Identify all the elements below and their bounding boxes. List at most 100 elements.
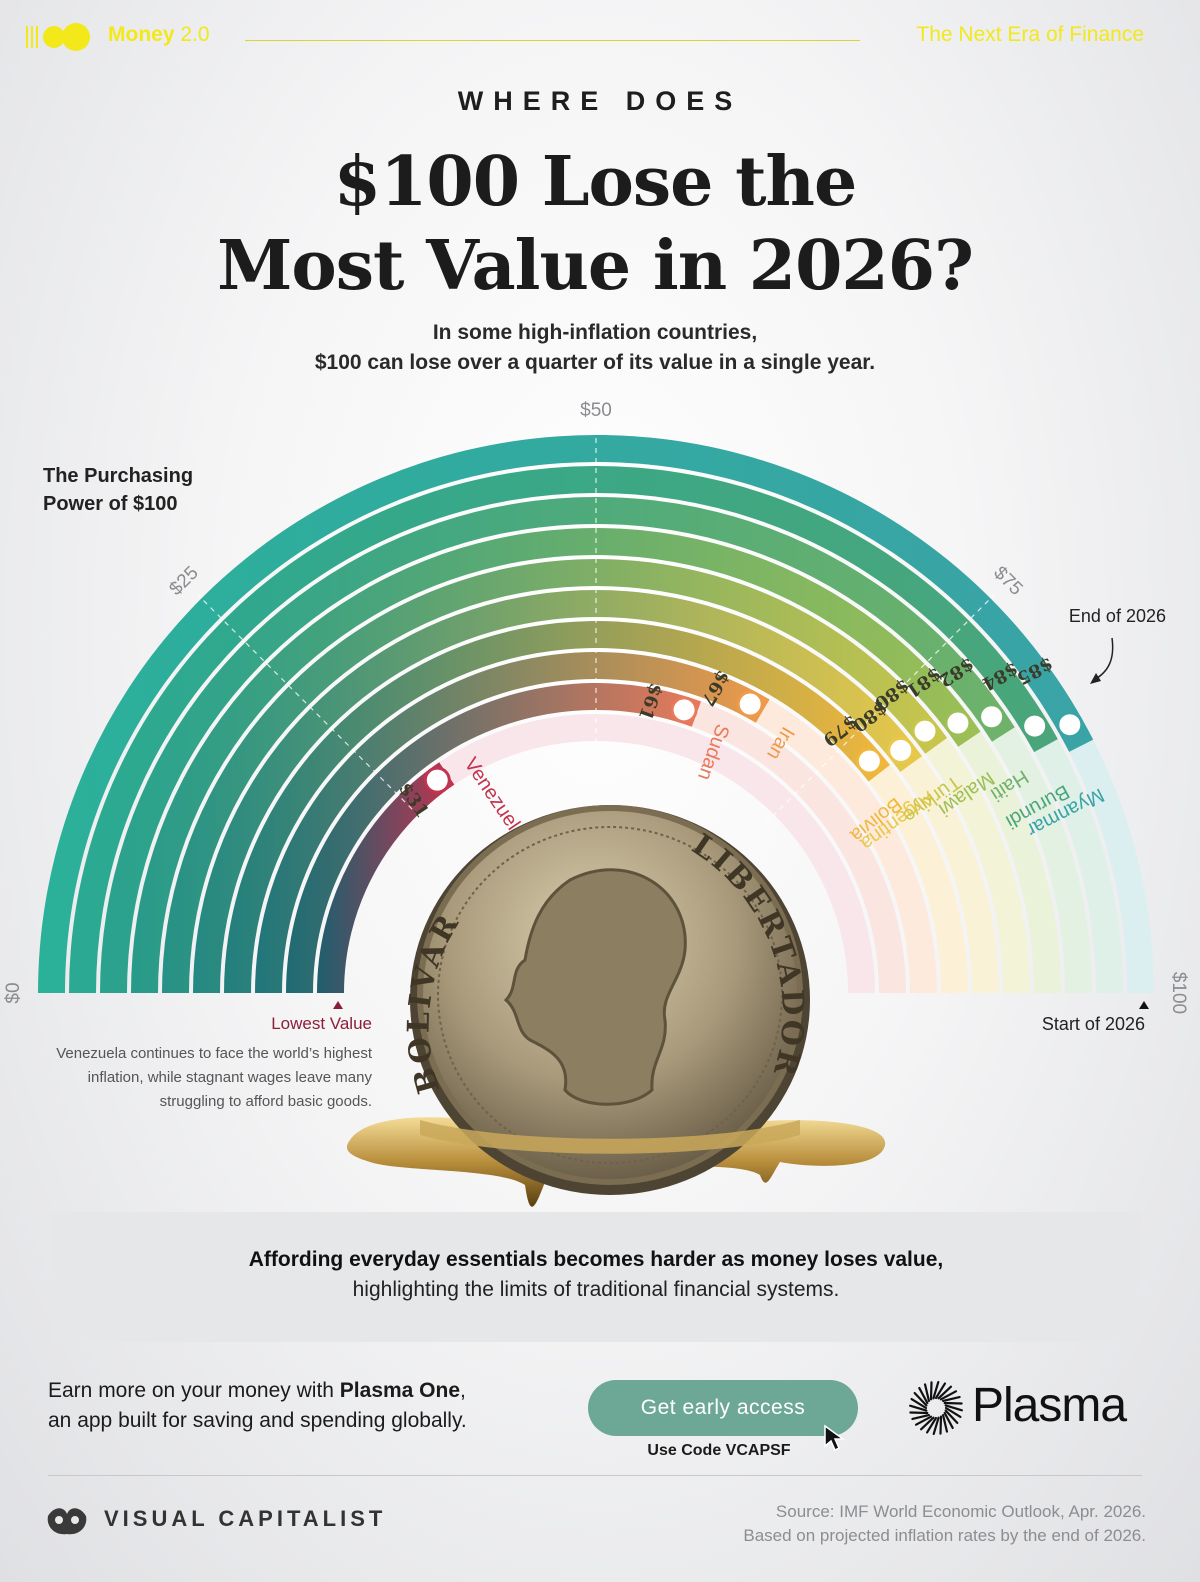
plasma-ray (934, 1382, 947, 1400)
ring-remainder-venezuela (439, 713, 875, 993)
end-of-2026-label: End of 2026 (1068, 606, 1166, 626)
plasma-ray (929, 1381, 933, 1401)
page-title: $100 Lose the Most Value in 2026? (0, 140, 1190, 308)
flag-haiti-icon (978, 703, 1006, 731)
brand-name: Money 2.0 (108, 23, 210, 47)
tick-label-25: $25 (165, 562, 202, 599)
plasma-ray (944, 1404, 963, 1412)
subtitle: In some high-inflation countries, $100 c… (0, 318, 1190, 378)
brand-version: 2.0 (180, 23, 210, 46)
ad-line-2: an app built for saving and spending glo… (48, 1409, 467, 1432)
cursor-icon (824, 1424, 846, 1452)
chart-axis-title: The Purchasing Power of $100 (43, 462, 223, 518)
plasma-ray (923, 1383, 931, 1403)
money-logo-icon (26, 23, 90, 51)
header-bar: Money 2.0 The Next Era of Finance (0, 0, 1200, 72)
plasma-ray (943, 1401, 963, 1405)
start-of-2026-label: Start of 2026 (1041, 1014, 1145, 1034)
end-arrowhead-icon (1090, 673, 1101, 684)
plasma-ray (914, 1415, 933, 1426)
ring-remainder-sudan (691, 701, 906, 993)
plasma-ray (943, 1411, 954, 1430)
plasma-ray (932, 1416, 940, 1435)
callout-line-2: highlighting the limits of traditional f… (352, 1278, 840, 1301)
ring-remainder-argentina (900, 756, 999, 993)
plasma-logo-icon (909, 1381, 963, 1435)
tick-label-0: $0 (3, 982, 24, 1003)
radial-bar-chart: $0 $25 $50 $75 $100 $31 Venezuela$61Sudan$67I… (3, 400, 1189, 1014)
annotation-title: Lowest Value (271, 1014, 372, 1033)
end-arrow-icon (1093, 637, 1114, 681)
flag-burundi-icon (1021, 712, 1049, 740)
chart-arcs (38, 434, 1154, 994)
plasma-ray (911, 1413, 931, 1421)
ring-bar-iran (255, 651, 770, 993)
callout-box: Affording everyday essentials becomes ha… (50, 1212, 1142, 1342)
flag-argentina-icon (887, 736, 915, 764)
ad-text-post: , (460, 1379, 466, 1402)
callout-line-1: Affording everyday essentials becomes ha… (248, 1248, 944, 1271)
plasma-ray (937, 1385, 953, 1400)
tick-label-50: $50 (580, 400, 612, 421)
plasma-ray (925, 1416, 938, 1434)
flag-trkiye-icon (911, 717, 939, 745)
plasma-ray (939, 1390, 958, 1401)
title-line-2: Most Value in 2026? (217, 226, 974, 306)
profile-relief (503, 868, 687, 1106)
footer-divider (48, 1475, 1142, 1476)
ring-remainder-burundi (1034, 739, 1123, 993)
header-rule (245, 40, 860, 41)
ring-remainder-haiti (991, 727, 1092, 993)
tick-label-100: $100 (1168, 972, 1189, 1014)
flag-venezuela-icon (423, 766, 451, 794)
ring-remainder-iran (755, 699, 937, 993)
plasma-ray (913, 1391, 928, 1407)
ad-text-pre: Earn more on your money with (48, 1379, 340, 1402)
plasma-wordmark: Plasma (972, 1379, 1127, 1432)
plasma-ray (941, 1395, 961, 1403)
plasma-ray (941, 1413, 949, 1433)
start-marker-icon (1139, 1001, 1149, 1009)
plasma-ray (944, 1409, 959, 1425)
plasma-ray (909, 1411, 929, 1415)
annotation-text: Venezuela continues to face the world’s … (56, 1045, 372, 1110)
plasma-ray (910, 1397, 928, 1410)
lowest-value-annotation: Lowest Value Venezuela continues to face… (20, 1014, 372, 1114)
plasma-ray (918, 1386, 929, 1405)
header-tagline: The Next Era of Finance (916, 23, 1144, 46)
gridline-25 (196, 593, 427, 824)
title-line-1: $100 Lose the (333, 142, 857, 222)
flag-sudan-icon (670, 696, 698, 724)
flag-malawi-icon (944, 709, 972, 737)
get-early-access-button[interactable]: Get early access (588, 1380, 858, 1436)
ring-remainder-myanmar (1069, 739, 1154, 993)
brand-bold: Money (108, 23, 175, 46)
plasma-ray (932, 1381, 940, 1400)
plasma-ray (909, 1404, 928, 1412)
plasma-ray (939, 1415, 943, 1435)
plasma-ray (919, 1416, 935, 1431)
melting-coin-image: BOLIVAR LIBERTADOR (346, 805, 886, 1207)
subtitle-line-1: In some high-inflation countries, (432, 321, 758, 344)
title-kicker: WHERE DOES (457, 86, 743, 116)
tick-label-75: $75 (989, 562, 1026, 599)
gridline-75 (765, 593, 996, 824)
ad-line-1: Earn more on your money with Plasma One, (48, 1376, 467, 1406)
ring-remainder-malawi (958, 731, 1061, 993)
source-line-1: Source: IMF World Economic Outlook, Apr.… (775, 1502, 1146, 1521)
ad-text: Earn more on your money with Plasma One,… (48, 1376, 467, 1436)
plasma-ray (944, 1406, 962, 1419)
flag-bolivia-icon (855, 747, 883, 775)
source-note: Source: IMF World Economic Outlook, Apr.… (743, 1500, 1146, 1548)
subtitle-line-2: $100 can lose over a quarter of its valu… (314, 351, 876, 374)
ring-bar-sudan (286, 683, 702, 993)
ad-product-name: Plasma One (339, 1379, 461, 1402)
publisher-name: VISUAL CAPITALIST (104, 1506, 387, 1531)
lowest-marker-icon (333, 1001, 343, 1009)
ring-bar-bolivia (224, 620, 890, 993)
promo-code: Use Code VCAPSF (647, 1442, 791, 1459)
visual-capitalist-logo-icon (47, 1508, 87, 1535)
chart-gridlines (196, 429, 996, 824)
ring-remainder-trkiye (925, 737, 1030, 993)
